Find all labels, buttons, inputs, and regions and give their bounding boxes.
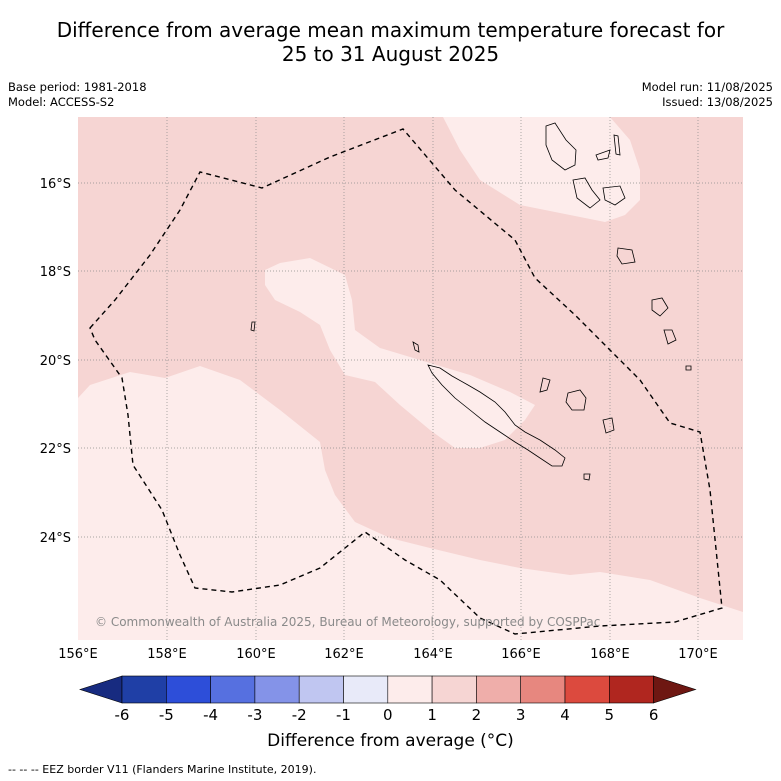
colorbar-extend-high: [653, 675, 697, 704]
x-tick-158: 158°E: [147, 647, 187, 662]
colorbar-tick-label: 4: [560, 706, 570, 724]
ouvea-island: [539, 377, 551, 393]
colorbar-tick-label: 0: [383, 706, 393, 724]
colorbar-segment: [476, 675, 521, 704]
espiritu-santo: [545, 122, 577, 171]
x-tick-166: 166°E: [501, 647, 541, 662]
colorbar-segment: [166, 675, 211, 704]
matthew-island: [663, 329, 677, 345]
colorbar-segment: [121, 675, 167, 704]
y-tick-16s: 16°S: [40, 177, 71, 192]
y-tick-22s: 22°S: [40, 442, 71, 457]
new-caledonia-island: [427, 364, 566, 467]
chart-title: Difference from average mean maximum tem…: [0, 18, 781, 66]
x-axis-labels: 156°E 158°E 160°E 162°E 164°E 166°E 168°…: [58, 647, 718, 662]
belep-islands: [412, 341, 420, 353]
colorbar-label: Difference from average (°C): [267, 731, 514, 751]
colorbar-tick-label: -3: [247, 706, 262, 724]
hunter-island: [685, 365, 692, 371]
anomaly-0-1-central: [265, 258, 535, 448]
y-axis-labels: 16°S 18°S 20°S 22°S 24°S: [40, 177, 71, 546]
colorbar-tick-label: -4: [203, 706, 218, 724]
colorbar-segment: [608, 675, 654, 704]
ambae: [595, 149, 611, 161]
meta-right: Model run: 11/08/2025 Issued: 13/08/2025: [642, 80, 773, 110]
graticule: [78, 117, 743, 640]
efate: [602, 185, 626, 206]
eez-border: [89, 128, 723, 635]
colorbar-segment: [254, 675, 300, 704]
title-line-2: 25 to 31 August 2025: [281, 42, 500, 66]
y-tick-20s: 20°S: [40, 354, 71, 369]
colorbar-tick-label: -2: [292, 706, 307, 724]
colorbar-segment: [431, 675, 477, 704]
meta-left: Base period: 1981-2018 Model: ACCESS-S2: [8, 80, 147, 110]
colorbar-tick-label: 6: [649, 706, 659, 724]
colorbar-tick-label: -6: [115, 706, 130, 724]
colorbar-extend-low: [79, 675, 123, 704]
anomaly-0-1-northeast: [443, 117, 640, 222]
anomaly-0-1-southwest: [78, 366, 743, 640]
colorbar-tick-label: -1: [336, 706, 351, 724]
map-area: © Commonwealth of Australia 2025, Bureau…: [78, 117, 743, 640]
x-tick-168: 168°E: [590, 647, 630, 662]
y-tick-18s: 18°S: [40, 265, 71, 280]
malekula: [572, 177, 601, 209]
model-name: Model: ACCESS-S2: [8, 95, 115, 109]
colorbar-tick-label: 5: [605, 706, 615, 724]
colorbar-tick-label: -5: [159, 706, 174, 724]
y-tick-24s: 24°S: [40, 531, 71, 546]
colorbar-tick-label: 1: [427, 706, 437, 724]
erromango: [616, 247, 636, 265]
chesterfield-islet: [250, 321, 256, 332]
x-tick-160: 160°E: [236, 647, 276, 662]
walpole-island: [651, 297, 669, 317]
base-period: Base period: 1981-2018: [8, 80, 147, 94]
x-tick-170: 170°E: [678, 647, 718, 662]
colorbar-segment: [210, 675, 256, 704]
x-tick-156: 156°E: [58, 647, 98, 662]
colorbar-segment: [520, 675, 566, 704]
lifou-island: [565, 389, 587, 411]
model-run: Model run: 11/08/2025: [641, 80, 773, 94]
issued-date: Issued: 13/08/2025: [662, 95, 773, 109]
x-tick-162: 162°E: [324, 647, 364, 662]
title-line-1: Difference from average mean maximum tem…: [56, 18, 725, 42]
x-tick-164: 164°E: [413, 647, 453, 662]
colorbar-segment: [387, 675, 433, 704]
copyright-notice: © Commonwealth of Australia 2025, Bureau…: [95, 615, 600, 629]
colorbar-segment: [298, 675, 344, 704]
pentecost: [613, 134, 621, 156]
mare-island: [602, 417, 615, 434]
colorbar-segment: [343, 675, 389, 704]
colorbar-tick-label: 3: [516, 706, 526, 724]
eez-legend-note: -- -- -- EEZ border V11 (Flanders Marine…: [8, 763, 317, 776]
isle-of-pines: [583, 473, 591, 481]
colorbar: -6 -5 -4 -3 -2 -1 0 1 2 3 4 5 6: [79, 675, 697, 724]
colorbar-segment: [564, 675, 610, 704]
colorbar-tick-label: 2: [472, 706, 482, 724]
